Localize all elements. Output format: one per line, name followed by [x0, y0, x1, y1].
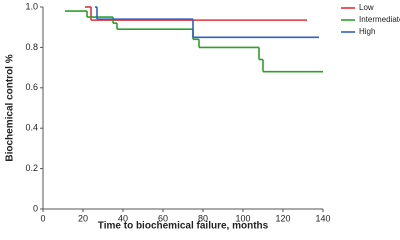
- legend-label: Low: [359, 3, 374, 12]
- y-axis-title: Biochemical control %: [5, 54, 16, 161]
- y-tick-label: 0.4: [25, 123, 38, 133]
- x-tick-label: 120: [275, 213, 290, 223]
- y-tick-label: 1.0: [25, 1, 38, 11]
- x-tick-label: 0: [40, 213, 45, 223]
- y-tick-label: 0.8: [25, 42, 38, 52]
- x-tick-label: 60: [158, 213, 168, 223]
- x-tick-label: 140: [315, 213, 330, 223]
- x-tick-label: 80: [198, 213, 208, 223]
- y-tick-label: 0: [33, 203, 38, 213]
- y-tick-label: 0.6: [25, 82, 38, 92]
- x-tick-label: 40: [118, 213, 128, 223]
- x-tick-label: 20: [78, 213, 88, 223]
- x-tick-label: 100: [235, 213, 250, 223]
- chart: Time to biochemical failure, months Bioc…: [5, 1, 400, 232]
- legend-label: High: [359, 27, 375, 36]
- y-tick-label: 0.2: [25, 163, 38, 173]
- legend-label: Intermediate: [359, 15, 400, 24]
- x-axis-title: Time to biochemical failure, months: [98, 221, 269, 232]
